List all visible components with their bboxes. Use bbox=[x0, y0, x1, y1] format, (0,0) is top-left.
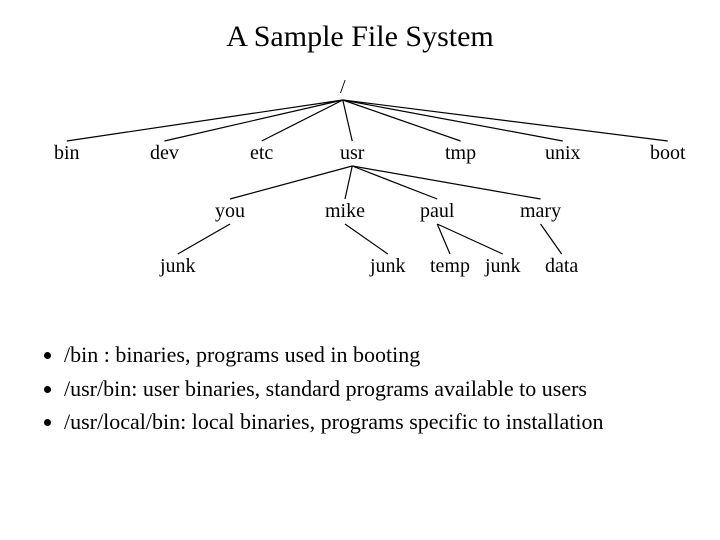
edge-mike-junk2 bbox=[345, 224, 388, 254]
tree-node-etc: etc bbox=[250, 142, 273, 165]
tree-node-temp: temp bbox=[430, 255, 470, 278]
edge-root-unix bbox=[343, 100, 563, 141]
edge-usr-paul bbox=[352, 166, 437, 199]
bullet-item: /usr/local/bin: local binaries, programs… bbox=[64, 407, 680, 437]
bullet-item: /bin : binaries, programs used in bootin… bbox=[64, 340, 680, 370]
tree-node-root: / bbox=[340, 76, 346, 99]
bullet-item: /usr/bin: user binaries, standard progra… bbox=[64, 374, 680, 404]
tree-node-junk3: junk bbox=[485, 255, 521, 278]
edge-root-boot bbox=[343, 100, 668, 141]
edge-you-junk1 bbox=[178, 224, 230, 254]
bullet-list: /bin : binaries, programs used in bootin… bbox=[40, 340, 680, 441]
edge-usr-you bbox=[230, 166, 352, 199]
bullet-ul: /bin : binaries, programs used in bootin… bbox=[40, 340, 680, 437]
tree-node-boot: boot bbox=[650, 142, 686, 165]
edge-usr-mary bbox=[352, 166, 540, 199]
tree-node-you: you bbox=[215, 200, 245, 223]
slide: A Sample File System /bindevetcusrtmpuni… bbox=[0, 0, 720, 540]
edge-mary-data bbox=[541, 224, 562, 254]
tree-node-junk1: junk bbox=[160, 255, 196, 278]
edge-root-usr bbox=[343, 100, 352, 141]
tree-node-mary: mary bbox=[520, 200, 561, 223]
edge-paul-junk3 bbox=[437, 224, 503, 254]
tree-node-paul: paul bbox=[420, 200, 454, 223]
edge-usr-mike bbox=[345, 166, 352, 199]
edge-root-tmp bbox=[343, 100, 461, 141]
tree-node-junk2: junk bbox=[370, 255, 406, 278]
tree-node-usr: usr bbox=[340, 142, 364, 165]
tree-node-tmp: tmp bbox=[445, 142, 476, 165]
tree-node-unix: unix bbox=[545, 142, 581, 165]
tree-node-bin: bin bbox=[54, 142, 80, 165]
edge-root-dev bbox=[164, 100, 342, 141]
tree-node-data: data bbox=[545, 255, 578, 278]
tree-node-dev: dev bbox=[150, 142, 179, 165]
tree-node-mike: mike bbox=[325, 200, 365, 223]
